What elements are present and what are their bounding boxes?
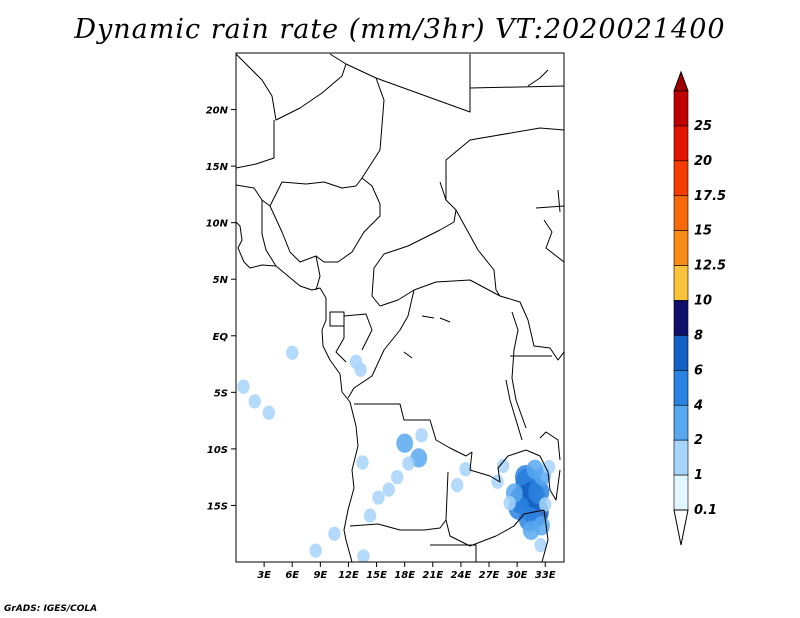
colorbar-level-label: 1 <box>694 468 703 483</box>
colorbar-segment <box>673 90 689 127</box>
lat-tick-label: 15S <box>207 501 228 512</box>
lon-tick-label: 21E <box>422 570 443 581</box>
latitude-axis: 20N 15N 10N 5N EQ 5S 10S 15S <box>206 106 236 512</box>
colorbar-segment <box>673 404 689 441</box>
grads-credit: GrADS: IGES/COLA <box>4 604 98 614</box>
colorbar-level-label: 2 <box>694 433 703 448</box>
colorbar-level-label: 4 <box>693 398 703 413</box>
rain-area <box>382 482 395 497</box>
map-title: Dynamic rain rate (mm/3hr) VT:2020021400 <box>74 14 726 45</box>
lon-tick-label: 30E <box>507 570 528 581</box>
colorbar-segment <box>673 370 689 406</box>
lon-tick-label: 27E <box>479 570 500 581</box>
colorbar-segment <box>673 195 689 231</box>
lat-tick-label: 10N <box>206 219 229 230</box>
lon-tick-label: 33E <box>535 570 556 581</box>
rainfall-shading-layer <box>237 345 556 562</box>
colorbar: 25 20 17.5 15 12.5 10 8 6 4 2 1 0.1 <box>673 70 726 546</box>
colorbar-segment <box>673 474 689 511</box>
rain-area <box>363 508 377 523</box>
rain-area <box>248 394 261 409</box>
rain-area <box>357 549 370 562</box>
lon-tick-label: 3E <box>257 570 271 581</box>
colorbar-segment <box>673 230 689 266</box>
colorbar-level-label: 6 <box>694 363 703 378</box>
rain-area <box>450 477 464 493</box>
colorbar-segment <box>673 439 689 476</box>
colorbar-level-label: 25 <box>694 119 712 134</box>
rain-area <box>402 456 415 471</box>
rain-area <box>396 433 414 453</box>
colorbar-segment <box>673 335 689 371</box>
rain-area <box>354 362 367 377</box>
rain-area <box>522 520 540 540</box>
colorbar-level-label: 12.5 <box>694 259 726 274</box>
rain-area <box>415 428 428 443</box>
rain-area <box>286 345 299 360</box>
lat-tick-label: 5S <box>214 388 228 399</box>
lon-tick-label: 18E <box>394 570 415 581</box>
colorbar-level-label: 0.1 <box>694 503 717 518</box>
colorbar-bottom-arrow <box>673 509 689 546</box>
lon-tick-label: 12E <box>338 570 359 581</box>
lon-tick-label: 6E <box>285 570 299 581</box>
lat-tick-label: 5N <box>213 275 229 286</box>
country-boundaries <box>236 53 564 562</box>
colorbar-top-arrow <box>673 70 689 92</box>
rain-area <box>356 455 369 470</box>
lat-tick-label: 20N <box>206 106 229 117</box>
colorbar-level-label: 15 <box>694 224 712 239</box>
longitude-axis: 3E 6E 9E 12E 15E 18E 21E 24E 27E 30E 33E <box>257 562 556 581</box>
rain-area <box>459 462 472 477</box>
colorbar-level-label: 8 <box>694 328 703 343</box>
rain-area <box>496 458 510 473</box>
colorbar-level-label: 10 <box>694 294 712 309</box>
map-frame-border <box>235 52 565 563</box>
lat-tick-label: 10S <box>207 445 228 456</box>
rain-area <box>542 459 556 475</box>
lon-tick-label: 9E <box>313 570 327 581</box>
colorbar-level-label: 17.5 <box>694 189 726 204</box>
rain-area <box>372 490 385 505</box>
lon-tick-label: 24E <box>451 570 472 581</box>
rain-area <box>539 497 552 512</box>
lon-tick-label: 15E <box>366 570 387 581</box>
rain-area <box>309 543 322 558</box>
rain-area <box>390 470 404 485</box>
rain-area <box>534 537 547 553</box>
rain-area <box>491 474 504 489</box>
colorbar-segment <box>673 160 689 197</box>
colorbar-level-label: 20 <box>694 154 712 169</box>
colorbar-segment <box>673 265 689 301</box>
colorbar-segment <box>673 125 689 162</box>
rain-area <box>328 526 341 541</box>
lat-tick-label: EQ <box>213 332 229 343</box>
rain-area <box>237 379 250 394</box>
lat-tick-label: 15N <box>206 162 229 173</box>
colorbar-segment <box>673 300 689 336</box>
rain-area <box>503 496 516 511</box>
rain-area <box>262 405 275 420</box>
